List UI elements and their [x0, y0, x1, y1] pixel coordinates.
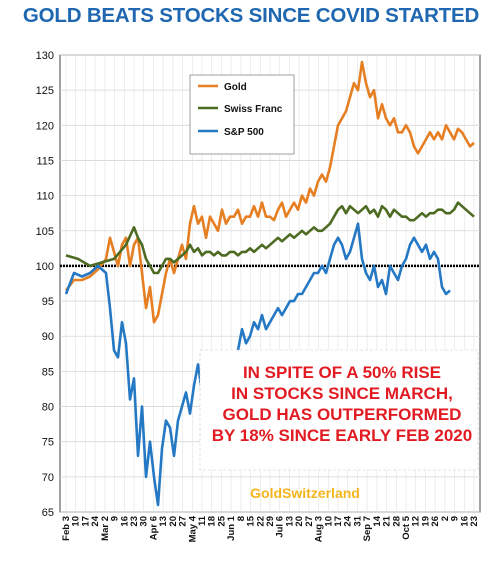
x-tick-label: 11 — [197, 515, 208, 526]
x-tick-label: 23 — [469, 516, 480, 527]
x-tick-label: 15 — [246, 515, 257, 526]
x-tick-label: 28 — [391, 516, 402, 527]
x-tick-label: 13 — [284, 516, 295, 527]
x-tick-label: 16 — [459, 516, 470, 527]
x-tick-label: 26 — [430, 516, 441, 527]
x-tick-label: 19 — [420, 516, 431, 527]
x-tick-label: 29 — [265, 516, 276, 527]
legend: Gold Swiss Franc S&P 500 — [189, 74, 295, 155]
x-tick-label: 25 — [216, 515, 227, 526]
x-tick-label: 20 — [168, 516, 179, 527]
x-tick-label: Feb 3 — [61, 516, 72, 541]
x-tick-label: 8 — [236, 516, 247, 521]
x-tick-label: 24 — [90, 515, 101, 526]
x-tick-label: Mar 2 — [100, 516, 111, 541]
y-tick-label: 130 — [36, 50, 54, 62]
x-tick-label: 9 — [450, 516, 461, 521]
chart-title: GOLD BEATS STOCKS SINCE COVID STARTED — [22, 4, 480, 27]
series-line-sp500 — [64, 222, 451, 507]
x-tick-label: May 4 — [187, 515, 198, 542]
legend-label-swiss-franc: Swiss Franc — [224, 104, 283, 115]
x-tick-label: 10 — [71, 516, 82, 527]
x-tick-label: Jun 1 — [226, 515, 237, 541]
series-line-swiss-franc — [65, 201, 475, 275]
annotation-line-2: IN STOCKS SINCE MARCH, — [231, 384, 453, 403]
x-tick-label: 20 — [294, 516, 305, 527]
y-tick-label: 115 — [36, 155, 54, 167]
series-group — [64, 60, 475, 507]
y-tick-label: 80 — [42, 402, 54, 414]
y-tick-label: 110 — [36, 191, 54, 203]
y-tick-label: 105 — [36, 226, 54, 238]
annotation-line-4: BY 18% SINCE EARLY FEB 2020 — [212, 426, 472, 445]
x-tick-label: 10 — [323, 516, 334, 527]
y-tick-label: 100 — [36, 261, 54, 273]
y-tick-label: 90 — [42, 331, 54, 343]
legend-label-sp500: S&P 500 — [224, 127, 264, 138]
legend-label-gold: Gold — [224, 82, 247, 93]
x-tick-label: 17 — [333, 516, 344, 527]
x-tick-label: 21 — [382, 515, 393, 526]
brand-watermark: GoldSwitzerland — [250, 485, 360, 501]
x-tick-label: Oct 5 — [401, 515, 412, 539]
x-tick-label: Apr 6 — [148, 516, 159, 540]
x-tick-label: 22 — [255, 516, 266, 527]
x-tick-label: 9 — [110, 516, 121, 521]
x-tick-label: Sep 7 — [362, 516, 373, 541]
y-tick-label: 120 — [36, 120, 54, 132]
annotation: IN SPITE OF A 50% RISE IN STOCKS SINCE M… — [199, 349, 479, 471]
legend-box — [189, 74, 295, 155]
x-tick-label: 27 — [178, 516, 189, 527]
y-axis-ticks: 65 70 75 80 85 90 95 100 105 110 115 120 125 130 — [36, 50, 54, 519]
y-tick-label: 125 — [36, 85, 54, 97]
y-tick-label: 70 — [42, 472, 54, 484]
x-tick-label: Jul 6 — [275, 516, 286, 538]
x-tick-label: 23 — [129, 516, 140, 527]
x-tick-label: 16 — [119, 516, 130, 527]
x-tick-label: 24 — [343, 515, 354, 526]
y-tick-label: 95 — [42, 296, 54, 308]
y-tick-label: 85 — [42, 366, 54, 378]
x-tick-label: 30 — [139, 516, 150, 527]
x-tick-label: 2 — [440, 516, 451, 521]
x-tick-label: 14 — [372, 515, 383, 526]
annotation-line-3: GOLD HAS OUTPERFORMED — [223, 405, 462, 424]
x-tick-label: 17 — [80, 516, 91, 527]
annotation-line-1: IN SPITE OF A 50% RISE — [243, 363, 441, 382]
x-tick-label: 18 — [207, 516, 218, 527]
y-tick-label: 75 — [42, 437, 54, 449]
x-tick-label: 31 — [352, 515, 363, 526]
x-tick-label: Aug 3 — [314, 516, 325, 542]
x-tick-label: 27 — [304, 516, 315, 527]
x-tick-label: 12 — [411, 516, 422, 527]
x-tick-label: 13 — [158, 516, 169, 527]
y-tick-label: 65 — [42, 507, 54, 519]
annotation-box — [199, 349, 479, 471]
series-line-gold — [64, 60, 475, 324]
